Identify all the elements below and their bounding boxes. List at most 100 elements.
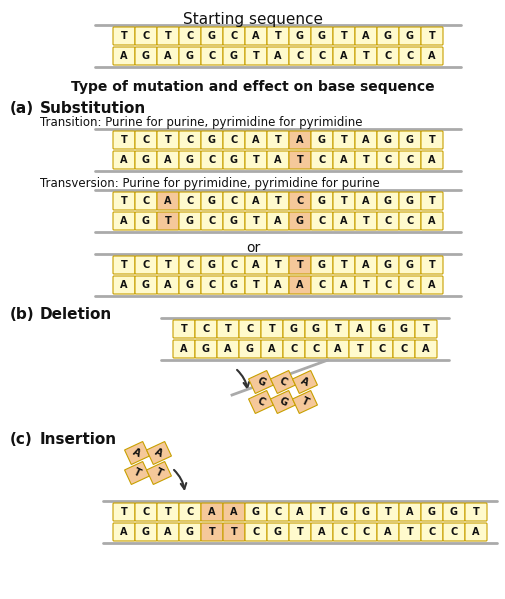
Text: C: C — [208, 216, 215, 226]
Text: C: C — [246, 324, 253, 334]
Text: G: G — [230, 155, 237, 165]
Text: C: C — [296, 51, 303, 61]
Text: C: C — [208, 280, 215, 290]
Text: T: T — [120, 196, 127, 206]
Text: G: G — [317, 135, 325, 145]
Text: G: G — [208, 135, 216, 145]
Text: T: T — [340, 196, 347, 206]
FancyBboxPatch shape — [370, 320, 392, 338]
FancyBboxPatch shape — [370, 340, 392, 358]
FancyBboxPatch shape — [223, 151, 244, 169]
Polygon shape — [270, 391, 295, 413]
Text: C: C — [384, 51, 391, 61]
FancyBboxPatch shape — [267, 151, 288, 169]
Text: A: A — [427, 155, 435, 165]
FancyBboxPatch shape — [355, 151, 376, 169]
FancyBboxPatch shape — [157, 276, 179, 294]
Text: C: C — [406, 51, 413, 61]
FancyBboxPatch shape — [135, 47, 157, 65]
FancyBboxPatch shape — [113, 212, 135, 230]
FancyBboxPatch shape — [442, 523, 464, 541]
Text: A: A — [252, 135, 259, 145]
Text: G: G — [186, 280, 193, 290]
FancyBboxPatch shape — [355, 256, 376, 274]
FancyBboxPatch shape — [311, 523, 332, 541]
FancyBboxPatch shape — [398, 47, 420, 65]
Text: A: A — [406, 507, 413, 517]
Text: G: G — [142, 527, 149, 537]
Text: Transition: Purine for purine, pyrimidine for pyrimidine: Transition: Purine for purine, pyrimidin… — [40, 116, 362, 129]
FancyBboxPatch shape — [200, 192, 223, 210]
Text: G: G — [201, 344, 210, 354]
FancyBboxPatch shape — [217, 320, 238, 338]
Polygon shape — [292, 371, 317, 394]
Text: A: A — [164, 155, 171, 165]
FancyBboxPatch shape — [398, 523, 420, 541]
FancyBboxPatch shape — [135, 212, 157, 230]
Text: G: G — [317, 31, 325, 41]
FancyBboxPatch shape — [398, 256, 420, 274]
Text: G: G — [312, 324, 319, 334]
FancyBboxPatch shape — [113, 523, 135, 541]
FancyBboxPatch shape — [157, 47, 179, 65]
FancyBboxPatch shape — [420, 47, 442, 65]
FancyBboxPatch shape — [244, 131, 267, 149]
FancyBboxPatch shape — [332, 192, 355, 210]
Text: G: G — [142, 51, 149, 61]
Text: C: C — [230, 31, 237, 41]
Text: T: T — [230, 527, 237, 537]
Text: A: A — [295, 280, 303, 290]
Text: A: A — [120, 51, 127, 61]
FancyBboxPatch shape — [200, 503, 223, 521]
Text: C: C — [230, 196, 237, 206]
Text: A: A — [274, 280, 281, 290]
FancyBboxPatch shape — [244, 47, 267, 65]
Polygon shape — [124, 441, 149, 464]
Text: A: A — [427, 51, 435, 61]
Text: T: T — [428, 260, 434, 270]
Text: C: C — [208, 155, 215, 165]
FancyBboxPatch shape — [348, 320, 370, 338]
FancyBboxPatch shape — [376, 212, 398, 230]
Text: G: G — [361, 507, 369, 517]
Text: T: T — [296, 155, 303, 165]
Text: A: A — [120, 155, 127, 165]
FancyBboxPatch shape — [200, 523, 223, 541]
FancyBboxPatch shape — [135, 523, 157, 541]
Text: Insertion: Insertion — [40, 432, 117, 447]
FancyBboxPatch shape — [244, 276, 267, 294]
FancyBboxPatch shape — [200, 47, 223, 65]
Text: T: T — [120, 260, 127, 270]
Text: A: A — [362, 260, 369, 270]
Text: C: C — [277, 376, 288, 388]
Text: G: G — [251, 507, 260, 517]
Text: C: C — [142, 260, 149, 270]
Text: T: T — [120, 135, 127, 145]
Text: G: G — [383, 31, 391, 41]
FancyBboxPatch shape — [238, 320, 261, 338]
FancyBboxPatch shape — [420, 503, 442, 521]
Text: A: A — [339, 51, 347, 61]
Text: C: C — [318, 280, 325, 290]
FancyBboxPatch shape — [200, 131, 223, 149]
FancyBboxPatch shape — [332, 276, 355, 294]
Text: T: T — [428, 31, 434, 41]
Text: A: A — [362, 135, 369, 145]
FancyBboxPatch shape — [288, 131, 311, 149]
Text: A: A — [252, 31, 259, 41]
FancyBboxPatch shape — [311, 503, 332, 521]
Text: G: G — [339, 507, 347, 517]
Text: Transversion: Purine for pyrimidine, pyrimidine for purine: Transversion: Purine for pyrimidine, pyr… — [40, 177, 379, 190]
FancyBboxPatch shape — [326, 340, 348, 358]
Text: A: A — [383, 527, 391, 537]
FancyBboxPatch shape — [267, 523, 288, 541]
Text: T: T — [362, 216, 369, 226]
FancyBboxPatch shape — [442, 503, 464, 521]
FancyBboxPatch shape — [311, 27, 332, 45]
FancyBboxPatch shape — [332, 212, 355, 230]
Text: T: T — [422, 324, 429, 334]
Text: A: A — [120, 280, 127, 290]
Text: A: A — [295, 135, 303, 145]
FancyBboxPatch shape — [179, 212, 200, 230]
Text: C: C — [186, 135, 193, 145]
